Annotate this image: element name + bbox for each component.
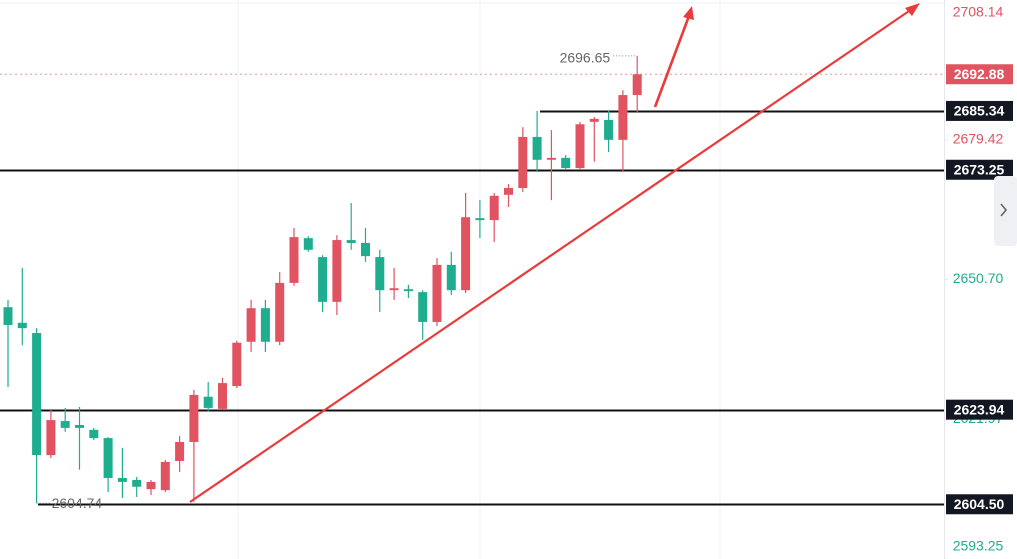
level-box bbox=[946, 100, 1013, 121]
candle-body bbox=[32, 332, 42, 456]
level-box bbox=[946, 494, 1013, 515]
candle-body bbox=[60, 421, 70, 428]
level-label: 2673.25 bbox=[954, 161, 1005, 177]
candle-body bbox=[246, 308, 256, 342]
candle-body bbox=[518, 136, 528, 189]
y-tick-label: 2679.42 bbox=[953, 130, 1004, 146]
candle-body bbox=[361, 242, 370, 257]
candle-body bbox=[389, 288, 399, 291]
candle-body bbox=[89, 429, 99, 439]
high-label: 2696.65 bbox=[560, 50, 611, 66]
candle-body bbox=[332, 240, 342, 302]
candle-body bbox=[546, 157, 556, 160]
candle-body bbox=[117, 477, 127, 482]
candle-body bbox=[475, 218, 485, 221]
candle-body bbox=[289, 237, 299, 283]
candle-body bbox=[3, 307, 13, 325]
price-axis: 2708.142679.422650.702621.972593.252685.… bbox=[945, 0, 1013, 559]
candle-body bbox=[489, 195, 499, 221]
candle-body bbox=[604, 119, 614, 140]
candle-body bbox=[189, 394, 199, 442]
chevron-icon[interactable] bbox=[1000, 203, 1008, 217]
candle-body bbox=[17, 322, 27, 329]
candle-body bbox=[232, 342, 242, 387]
arrow-line bbox=[653, 15, 691, 108]
candle-body bbox=[589, 118, 599, 122]
candle-body bbox=[146, 481, 156, 490]
level-label: 2604.50 bbox=[954, 496, 1005, 512]
trend-line bbox=[189, 8, 913, 503]
candle-body bbox=[260, 308, 270, 342]
candle-body bbox=[418, 292, 428, 322]
y-tick-label: 2708.14 bbox=[953, 4, 1004, 20]
candle-body bbox=[160, 461, 170, 491]
candle-body bbox=[46, 420, 56, 456]
level-label: 2623.94 bbox=[954, 401, 1005, 417]
candle-body bbox=[75, 424, 84, 428]
candle-body bbox=[403, 289, 413, 292]
candle-body bbox=[303, 238, 313, 250]
y-tick-label: 2593.25 bbox=[953, 538, 1004, 554]
arrow-head bbox=[683, 6, 694, 20]
candle-body bbox=[375, 257, 385, 291]
candle-body bbox=[561, 157, 571, 169]
candle-body bbox=[218, 383, 227, 409]
level-box bbox=[946, 399, 1013, 420]
candle-body bbox=[632, 74, 642, 96]
candle-body bbox=[446, 264, 456, 291]
candle-body bbox=[103, 438, 113, 478]
candle-body bbox=[175, 441, 185, 461]
arrow-head bbox=[905, 3, 920, 16]
candle-body bbox=[461, 217, 471, 291]
candle-body bbox=[275, 282, 285, 342]
level-box bbox=[946, 159, 1013, 180]
candle-body bbox=[318, 257, 328, 302]
candle-body bbox=[504, 188, 513, 195]
candle-body bbox=[618, 95, 628, 140]
last-price-label: 2692.88 bbox=[954, 66, 1005, 82]
candle-body bbox=[575, 124, 585, 169]
low-label: 2604.74 bbox=[52, 495, 103, 511]
candle-body bbox=[132, 479, 142, 487]
last-price-box bbox=[946, 64, 1013, 85]
candle-body bbox=[532, 136, 542, 160]
candle-body bbox=[346, 240, 356, 243]
y-tick-label: 2650.70 bbox=[953, 270, 1004, 286]
level-label: 2685.34 bbox=[954, 103, 1005, 119]
candle-body bbox=[432, 264, 442, 322]
candle-body bbox=[203, 396, 213, 408]
marks: 2696.65 2604.74 bbox=[0, 50, 944, 511]
